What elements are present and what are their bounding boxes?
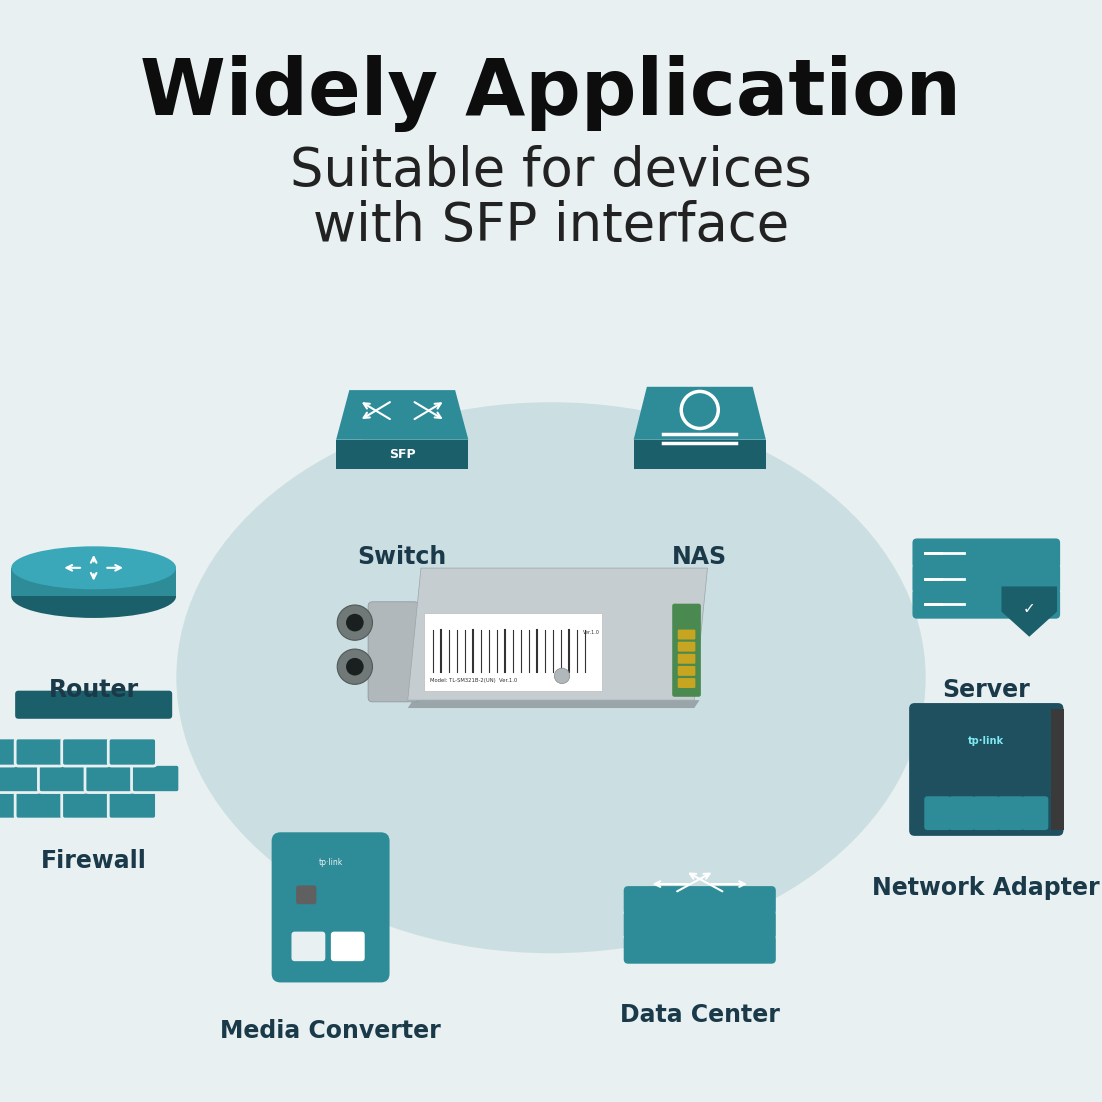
- Polygon shape: [11, 568, 176, 596]
- FancyBboxPatch shape: [108, 738, 156, 766]
- Text: Network Adapter: Network Adapter: [873, 876, 1100, 900]
- Text: Widely Application: Widely Application: [140, 55, 962, 132]
- FancyBboxPatch shape: [0, 791, 17, 819]
- Polygon shape: [336, 440, 468, 469]
- FancyBboxPatch shape: [973, 797, 1000, 830]
- Text: with SFP interface: with SFP interface: [313, 199, 789, 252]
- FancyBboxPatch shape: [331, 931, 365, 961]
- Ellipse shape: [11, 575, 176, 618]
- FancyBboxPatch shape: [925, 797, 951, 830]
- Text: Switch: Switch: [358, 545, 446, 570]
- Text: tp·link: tp·link: [318, 858, 343, 867]
- Text: tp·link: tp·link: [969, 736, 1004, 746]
- FancyBboxPatch shape: [108, 791, 156, 819]
- FancyBboxPatch shape: [678, 666, 695, 676]
- FancyBboxPatch shape: [0, 738, 17, 766]
- FancyBboxPatch shape: [624, 910, 776, 939]
- Circle shape: [346, 658, 364, 676]
- Ellipse shape: [11, 547, 176, 590]
- FancyBboxPatch shape: [1051, 709, 1063, 831]
- FancyBboxPatch shape: [912, 539, 1060, 569]
- FancyBboxPatch shape: [912, 563, 1060, 594]
- FancyBboxPatch shape: [997, 797, 1024, 830]
- Text: Media Converter: Media Converter: [220, 1019, 441, 1044]
- FancyBboxPatch shape: [15, 791, 63, 819]
- Text: ✓: ✓: [1023, 601, 1036, 616]
- FancyBboxPatch shape: [131, 765, 180, 792]
- Circle shape: [337, 649, 372, 684]
- FancyBboxPatch shape: [909, 703, 1063, 836]
- FancyBboxPatch shape: [624, 886, 776, 915]
- Text: Ver.1.0: Ver.1.0: [583, 629, 599, 635]
- FancyBboxPatch shape: [949, 797, 975, 830]
- FancyBboxPatch shape: [678, 678, 695, 688]
- Text: NAS: NAS: [672, 545, 727, 570]
- Polygon shape: [408, 569, 707, 700]
- FancyBboxPatch shape: [424, 613, 602, 691]
- FancyBboxPatch shape: [15, 738, 63, 766]
- Text: Router: Router: [48, 678, 139, 702]
- Text: Model: TL-SM321B-2(UN)  Ver.1.0: Model: TL-SM321B-2(UN) Ver.1.0: [430, 679, 517, 683]
- Text: Server: Server: [942, 678, 1030, 702]
- FancyBboxPatch shape: [678, 653, 695, 663]
- FancyBboxPatch shape: [15, 691, 172, 719]
- FancyBboxPatch shape: [291, 931, 325, 961]
- FancyBboxPatch shape: [296, 886, 316, 904]
- FancyBboxPatch shape: [672, 604, 701, 696]
- FancyBboxPatch shape: [678, 629, 695, 639]
- FancyBboxPatch shape: [912, 588, 1060, 618]
- Text: Suitable for devices: Suitable for devices: [290, 144, 812, 197]
- FancyBboxPatch shape: [0, 765, 40, 792]
- Polygon shape: [1002, 586, 1057, 637]
- Ellipse shape: [176, 402, 926, 953]
- Circle shape: [346, 614, 364, 631]
- FancyBboxPatch shape: [62, 791, 110, 819]
- Text: SFP: SFP: [389, 447, 415, 461]
- Text: Data Center: Data Center: [619, 1003, 780, 1027]
- FancyBboxPatch shape: [678, 641, 695, 651]
- FancyBboxPatch shape: [62, 738, 110, 766]
- Polygon shape: [634, 387, 766, 440]
- Circle shape: [554, 668, 570, 683]
- FancyBboxPatch shape: [85, 765, 133, 792]
- Polygon shape: [408, 700, 700, 709]
- FancyBboxPatch shape: [1022, 797, 1048, 830]
- FancyBboxPatch shape: [624, 934, 776, 963]
- Polygon shape: [336, 390, 468, 440]
- FancyBboxPatch shape: [271, 832, 389, 983]
- Polygon shape: [634, 440, 766, 469]
- FancyBboxPatch shape: [39, 765, 87, 792]
- Circle shape: [337, 605, 372, 640]
- Text: Firewall: Firewall: [41, 849, 147, 873]
- FancyBboxPatch shape: [368, 602, 419, 702]
